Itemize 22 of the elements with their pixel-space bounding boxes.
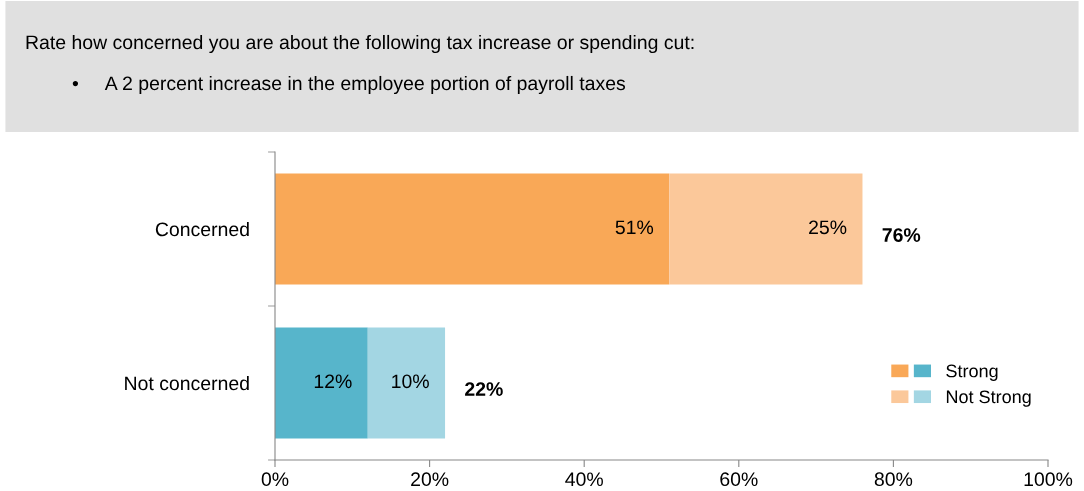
data-label: 51%: [615, 220, 654, 235]
x-tick-label: 0%: [261, 472, 289, 487]
x-tick-label: 60%: [720, 472, 758, 487]
bar: [367, 327, 446, 439]
bar: [275, 327, 368, 439]
total-label: 22%: [465, 382, 503, 396]
y-tick-label: Concerned: [155, 221, 249, 237]
x-tick-label: 100%: [1024, 472, 1073, 487]
bar: [275, 173, 670, 285]
x-tick-label: 20%: [411, 472, 449, 487]
data-label: 25%: [809, 220, 847, 235]
legend-label: Strong: [946, 364, 998, 381]
bar: [669, 173, 863, 285]
legend-label: Not Strong: [946, 390, 1031, 407]
total-label: 76%: [882, 228, 921, 242]
data-label: 10%: [392, 374, 429, 389]
x-tick-label: 80%: [874, 472, 913, 487]
chart-subtitle: • A 2 percent increase in the employee portion of payroll taxes: [72, 75, 626, 95]
x-tick-label: 40%: [565, 472, 603, 487]
y-tick-label: Not concerned: [125, 375, 249, 391]
data-label: 12%: [314, 374, 352, 389]
chart-title: Rate how concerned you are about the following tax increase or spending cut:: [26, 34, 694, 54]
